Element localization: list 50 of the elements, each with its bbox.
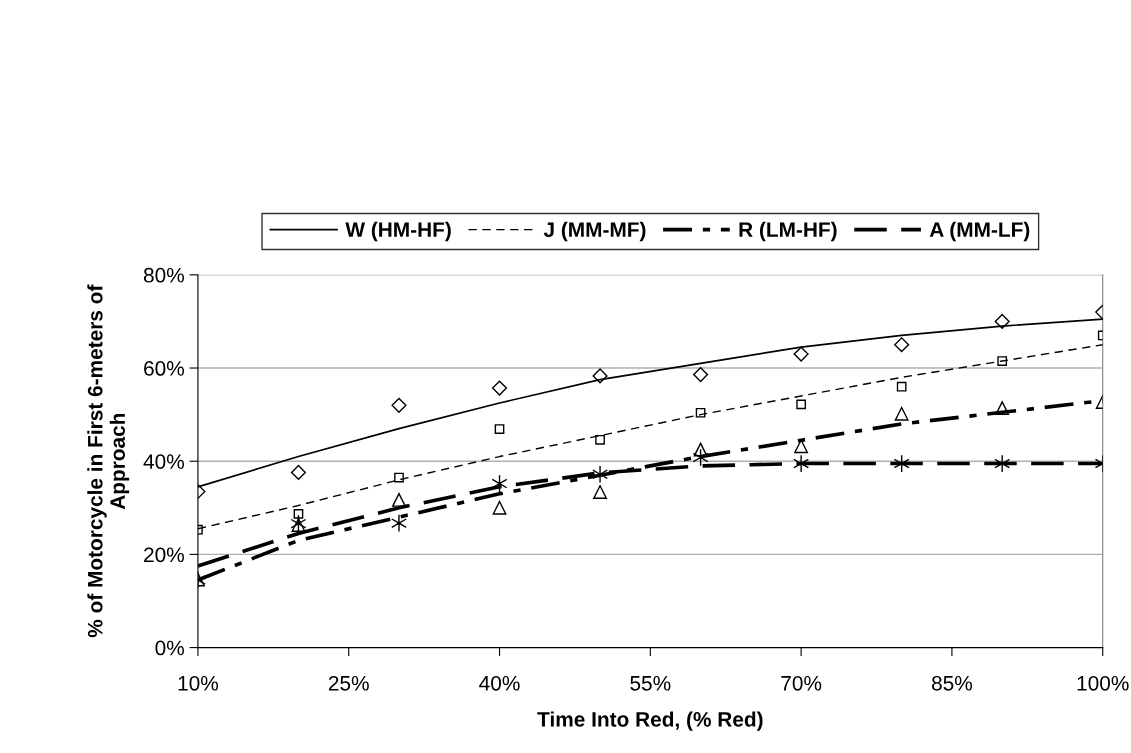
y-tick-label: 60% [144,361,184,376]
point [293,508,304,519]
point [693,366,709,383]
point [997,356,1008,366]
y-tick-label: 20% [144,547,184,563]
point [290,464,307,480]
point [894,337,910,353]
point [592,465,608,484]
x-tick-label: 25% [328,675,369,691]
legend-label: W (HM-HF) [345,221,451,242]
point [793,454,810,473]
point [492,500,507,515]
point [995,401,1010,416]
legend-label: J (MM-MF) [543,221,646,242]
x-tick-label: 85% [931,675,973,691]
x-tick-label: 40% [479,675,520,691]
point [491,380,508,396]
point [693,442,708,457]
point [893,454,910,473]
point [392,492,406,507]
point [592,368,608,384]
x-tick-label: 55% [630,676,671,691]
point [994,454,1011,473]
x-tick-label: 70% [781,675,822,691]
point [491,474,508,493]
point [290,514,307,533]
point [794,439,809,454]
point [692,448,709,467]
point [291,518,306,532]
point [595,434,605,445]
y-axis-title: % of Motorcycle in First 6-meters of Approach [87,284,130,638]
point [994,313,1010,330]
x-axis-title: Time Into Red, (% Red) [537,711,763,731]
y-tick-label: 40% [143,454,184,469]
point [391,397,407,413]
legend-label: A (MM-LF) [929,221,1030,242]
y-tick-label: 0% [155,640,184,656]
point [796,399,806,410]
legend-label: R (LM-HF) [739,221,837,242]
x-tick-label: 100% [1077,675,1129,691]
point [394,472,404,483]
x-tick-label: 10% [178,675,219,691]
point [793,346,809,362]
point [894,406,909,421]
point [593,485,608,499]
point [695,407,706,418]
point [391,514,407,533]
y-tick-label: 80% [143,267,184,283]
point [494,424,505,434]
point [896,381,907,392]
